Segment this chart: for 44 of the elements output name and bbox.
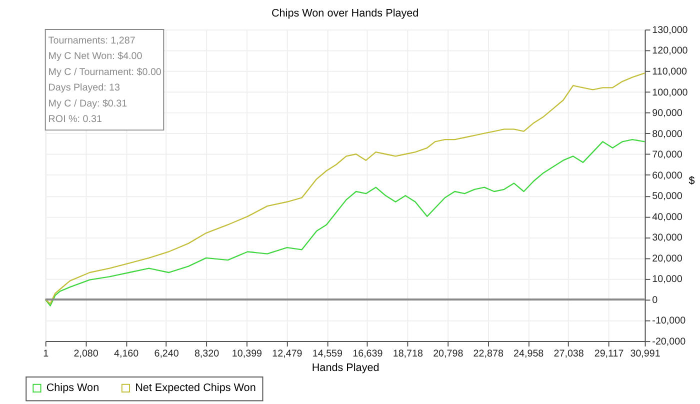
y-tick-label: 50,000	[652, 191, 683, 202]
x-tick-label: 20,798	[433, 348, 464, 360]
x-tick-label: 12,479	[272, 348, 303, 360]
annotation: My C / Day: $0.31	[48, 98, 128, 110]
x-tick-label: 10,399	[232, 348, 263, 360]
x-tick-label: 22,878	[473, 348, 504, 360]
annotation: ROI %: 0.31	[48, 114, 102, 126]
x-tick-label: 4,160	[114, 348, 140, 360]
x-tick-label: 2,080	[74, 348, 99, 360]
annotation: My C Net Won: $4.00	[48, 51, 143, 62]
annotation: Tournaments: 1,287	[48, 35, 136, 46]
x-tick-label: 1	[43, 348, 49, 360]
x-tick-label: 29,117	[594, 348, 624, 360]
x-tick-label: 27,038	[554, 348, 584, 360]
x-tick-label: 30,991	[630, 348, 660, 360]
y-tick-label: 110,000	[652, 66, 688, 78]
legend-label: Net Expected Chips Won	[135, 382, 256, 394]
y-tick-label: 100,000	[652, 87, 688, 98]
x-tick-label: 16,639	[352, 348, 384, 360]
x-tick-label: 6,240	[154, 348, 180, 360]
x-tick-label: 8,320	[194, 348, 220, 360]
y-tick-label: 20,000	[652, 253, 683, 264]
y-tick-label: 80,000	[652, 128, 683, 140]
y-tick-label: 120,000	[652, 46, 688, 57]
y-tick-label: 30,000	[652, 232, 683, 244]
y-tick-label: -20,000	[652, 336, 686, 348]
y-tick-label: 70,000	[652, 150, 683, 161]
x-tick-label: 24,958	[514, 348, 544, 360]
x-tick-label: 14,559	[312, 348, 344, 360]
y-tick-label: 40,000	[652, 212, 683, 223]
legend-label: Chips Won	[46, 382, 100, 394]
y-axis-title: $	[688, 174, 695, 187]
annotation: Days Played: 13	[48, 82, 121, 94]
line-series	[44, 138, 646, 306]
x-tick-label: 18,718	[392, 348, 424, 360]
y-tick-label: 130,000	[652, 24, 688, 36]
y-tick-label: 60,000	[652, 170, 683, 182]
y-tick-label: 10,000	[652, 274, 683, 286]
chart-title: Chips Won over Hands Played	[271, 8, 419, 20]
y-tick-label: 90,000	[652, 108, 683, 120]
y-tick-label: -10,000	[652, 316, 686, 327]
y-tick-label: 0	[652, 294, 658, 306]
x-axis-title: Hands Played	[312, 362, 380, 374]
annotation: My C / Tournament: $0.00	[48, 66, 162, 78]
